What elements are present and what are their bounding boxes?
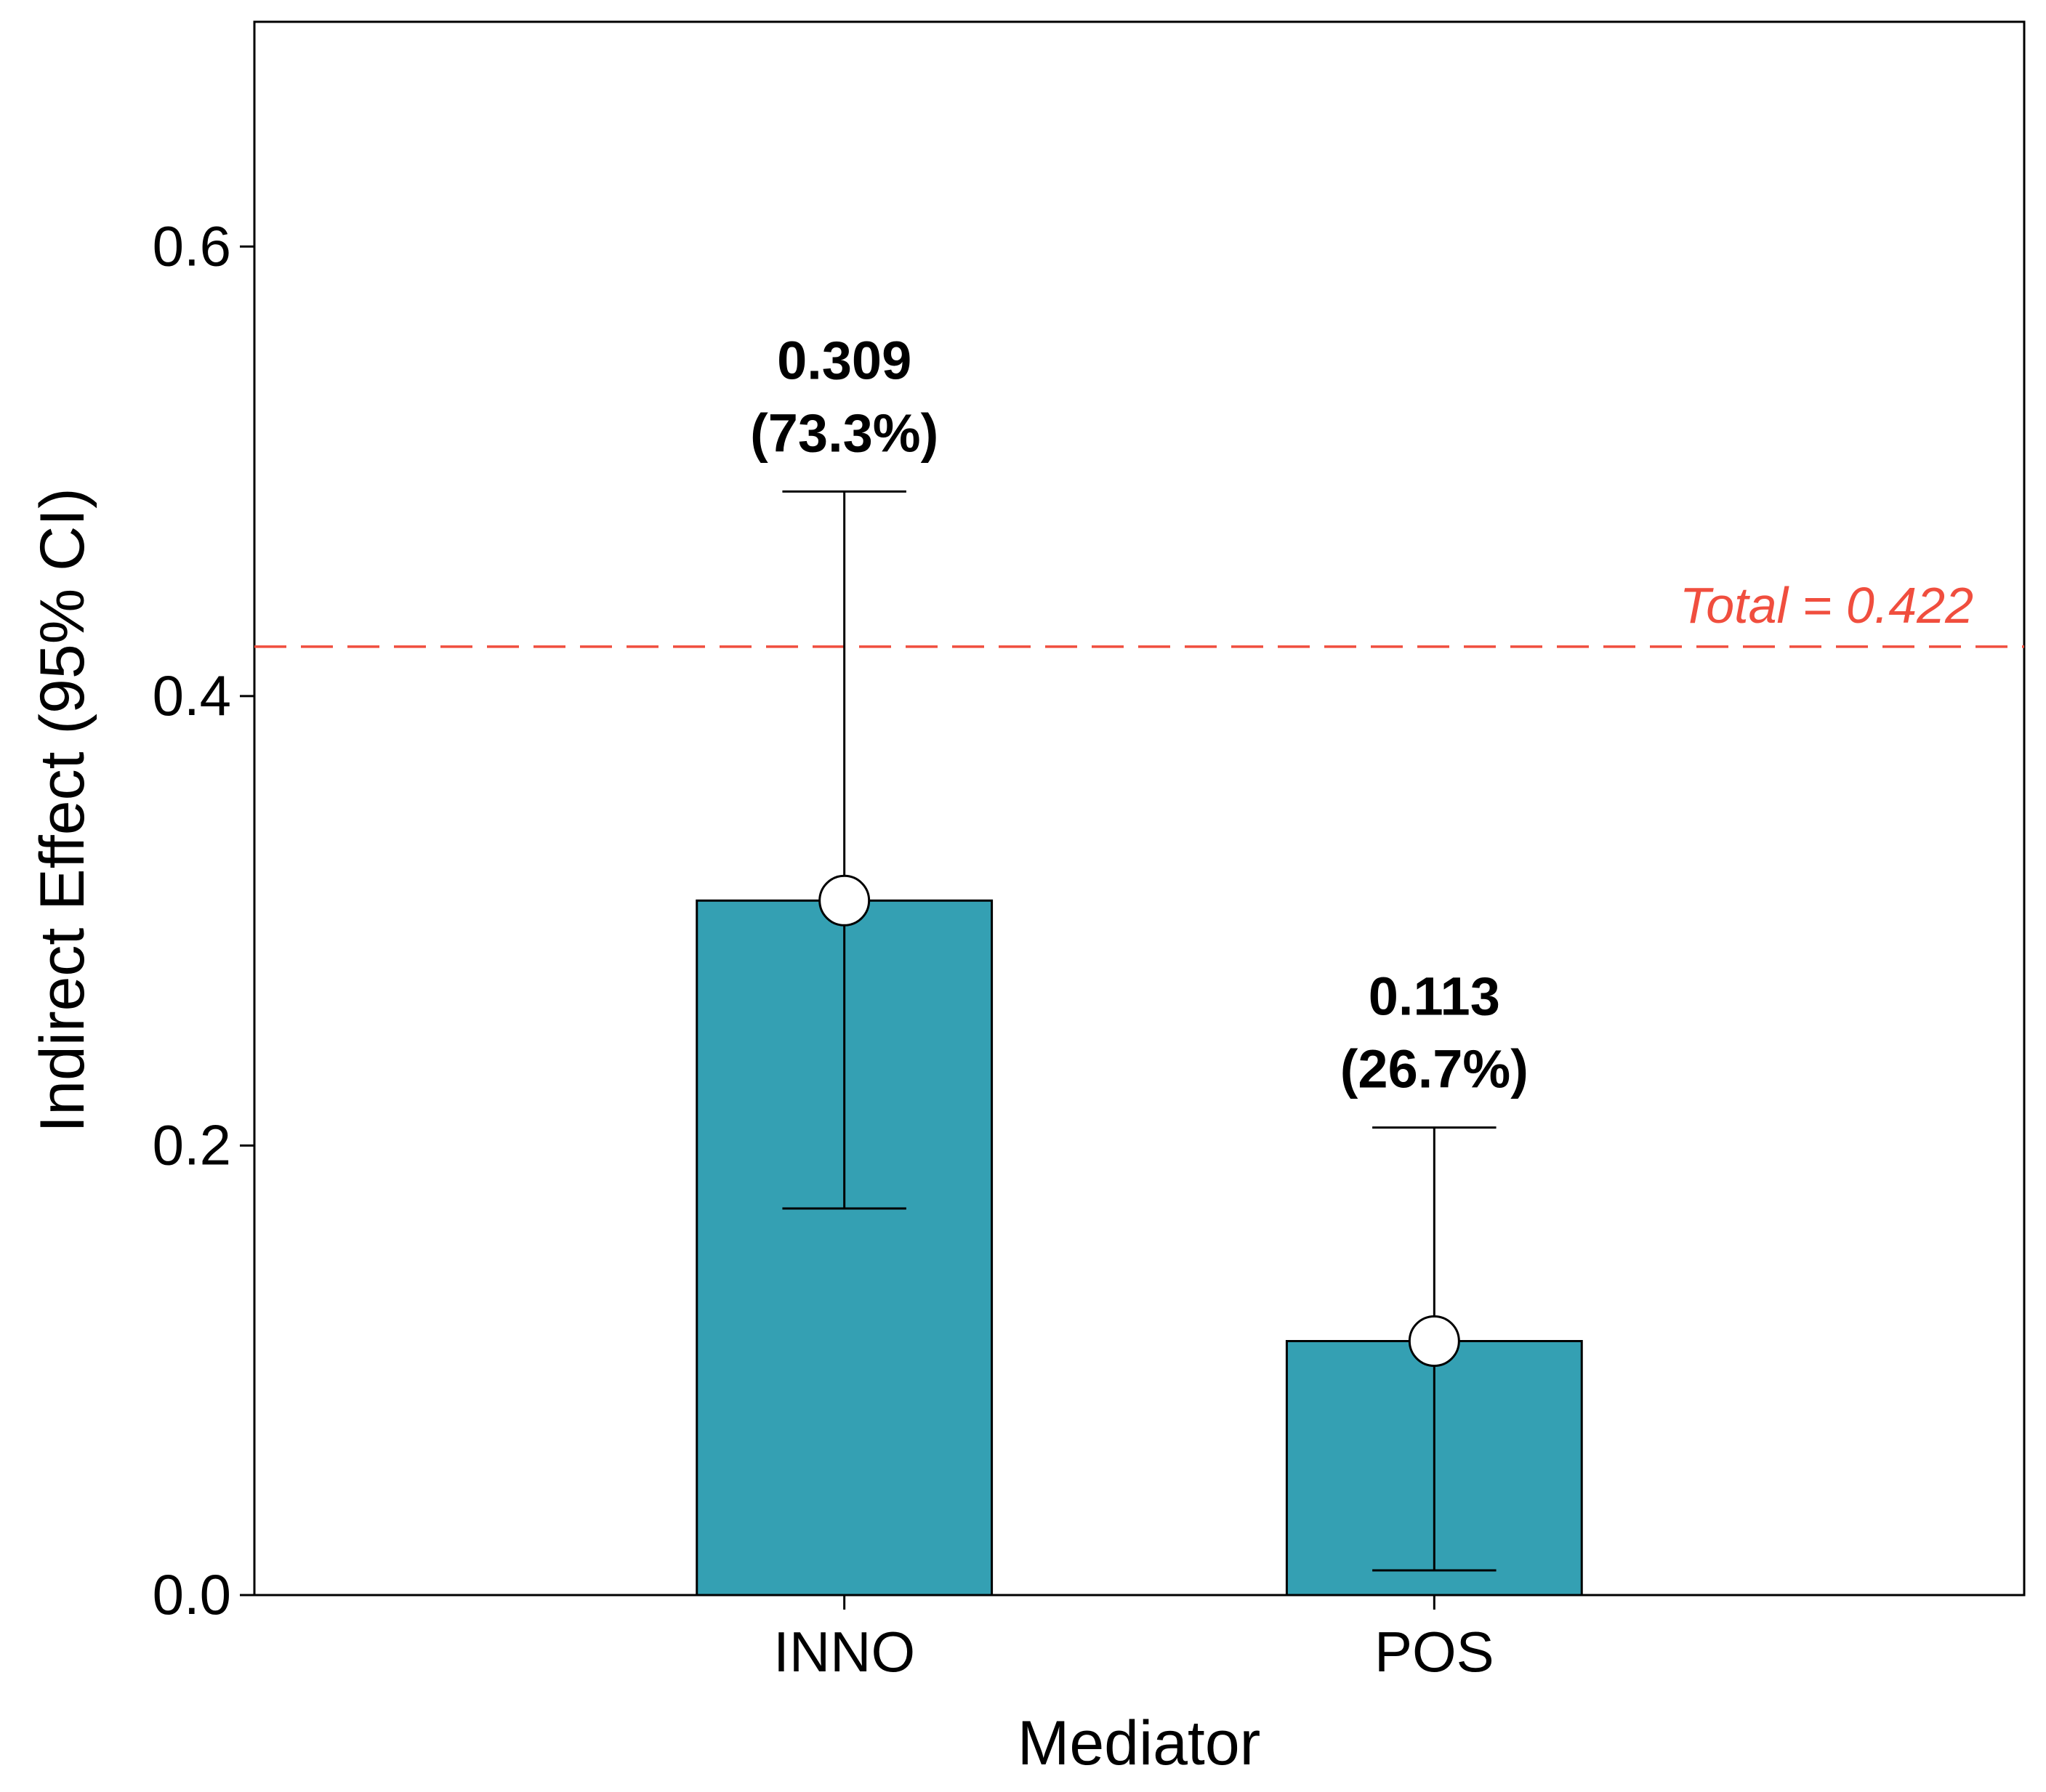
plot-area [253,20,2026,1597]
data-label-percent-inno: (73.3%) [750,403,938,463]
y-tick-label: 0.4 [153,663,231,727]
y-tick-label: 0.6 [153,214,231,278]
point-estimate-pos [1408,1315,1460,1368]
x-tick-label-pos: POS [1374,1620,1494,1684]
x-axis-title: Mediator [1018,1708,1261,1778]
point-estimate-inno [818,874,871,927]
data-label-percent-pos: (26.7%) [1340,1039,1529,1099]
y-tick-label: 0.0 [153,1562,231,1626]
y-axis-title: Indirect Effect (95% CI) [28,488,97,1132]
x-tick-label-inno: INNO [773,1620,915,1684]
total-effect-label: Total = 0.422 [1680,577,1973,634]
data-label-value-pos: 0.113 [1369,966,1500,1027]
y-tick-label: 0.2 [153,1113,231,1176]
data-label-value-inno: 0.309 [777,330,911,390]
